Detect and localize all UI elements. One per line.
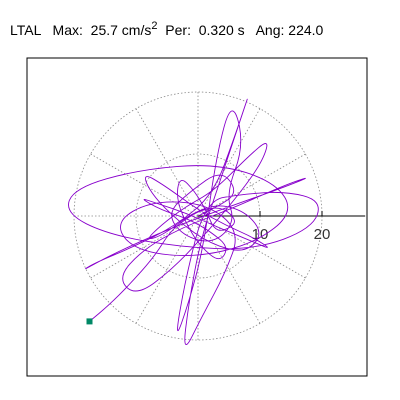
station-code: LTAL	[10, 22, 41, 38]
radial-axis: 10 20	[198, 211, 366, 243]
max-label: Max:	[52, 22, 83, 38]
angle-label: Ang:	[255, 22, 285, 38]
end-marker-layer	[86, 318, 93, 325]
motion-trace-path	[68, 98, 319, 345]
plot-header: LTAL Max: 25.7 cm/s2 Per: 0.320 s Ang: 2…	[10, 18, 323, 38]
end-marker	[86, 318, 93, 325]
radial-tick-label: 10	[252, 226, 269, 243]
radial-tick-label: 20	[314, 226, 331, 243]
period-label: Per:	[165, 22, 191, 38]
angle-value: 224.0	[288, 22, 324, 38]
period-value: 0.320 s	[198, 22, 245, 38]
max-value: 25.7 cm/s	[90, 22, 152, 38]
max-exponent: 2	[151, 20, 158, 32]
motion-trace	[68, 98, 319, 345]
